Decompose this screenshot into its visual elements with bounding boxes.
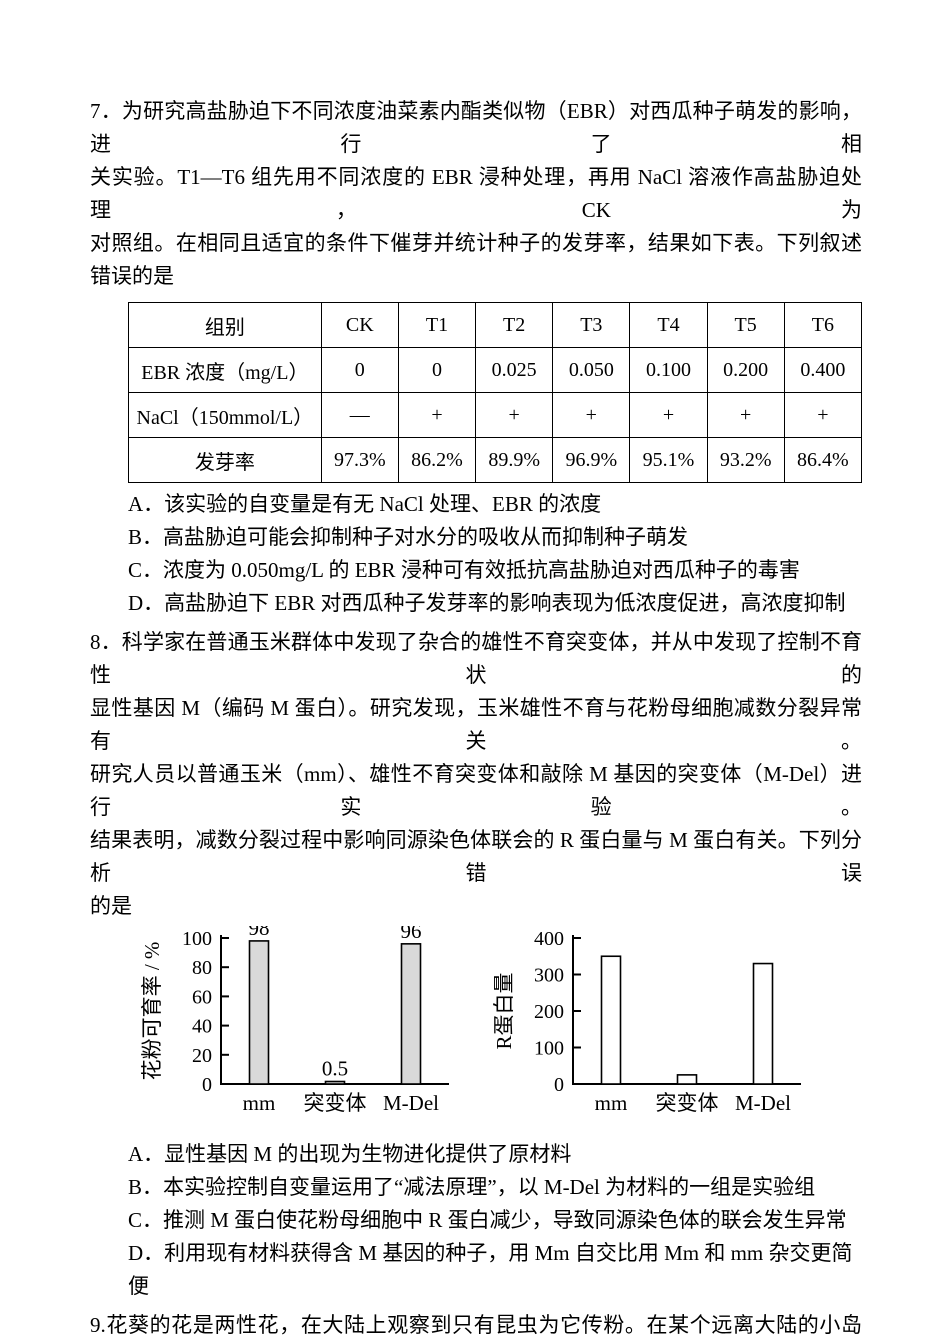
answer-option: B．高盐胁迫可能会抑制种子对水分的吸收从而抑制种子萌发 — [128, 525, 689, 549]
table-cell: 97.3% — [320, 437, 399, 483]
bar — [752, 962, 774, 1085]
y-tick-label: 40 — [192, 1016, 212, 1038]
text-line: 9.花葵的花是两性花，在大陆上观察到只有昆虫为它传粉。在某个远离大陆的小岛上，研… — [90, 1313, 862, 1337]
table-cell: 0.400 — [783, 347, 863, 393]
text-line: 7．为研究高盐胁迫下不同浓度油菜素内酯类似物（EBR）对西瓜种子萌发的影响，进行… — [90, 99, 862, 156]
table-cell: T2 — [475, 302, 554, 348]
table-row: 发芽率 97.3% 86.2% 89.9% 96.9% 95.1% 93.2% 86.4% — [128, 437, 863, 483]
table-cell: + — [783, 392, 863, 438]
answer-option: A．显性基因 M 的出现为生物进化提供了原材料 — [128, 1142, 572, 1166]
q8-figure: 0 20 40 60 80 100 花粉可育率 / % 98 mm 0.5 突变体 96 M-Del 0… — [90, 916, 862, 1133]
q7-options: A．该实验的自变量是有无 NaCl 处理、EBR 的浓度 B．高盐胁迫可能会抑制种… — [90, 488, 862, 620]
text-line: 8．科学家在普通玉米群体中发现了杂合的雄性不育突变体，并从中发现了控制不育性状的 — [90, 630, 862, 687]
table-cell: 组别 — [128, 302, 322, 348]
bar — [248, 940, 270, 1085]
x-category-label: M-Del — [383, 1091, 439, 1115]
table-cell: + — [552, 392, 631, 438]
x-category-label: 突变体 — [304, 1091, 367, 1115]
table-cell: T5 — [706, 302, 785, 348]
text-line: 对照组。在相同且适宜的条件下催芽并统计种子的发芽率，结果如下表。下列叙述错误的是 — [90, 231, 862, 288]
question-9: 9.花葵的花是两性花，在大陆上观察到只有昆虫为它传粉。在某个远离大陆的小岛上，研… — [90, 1309, 862, 1343]
table-cell: 96.9% — [552, 437, 631, 483]
x-category-label: 突变体 — [656, 1091, 719, 1115]
table-cell: + — [706, 392, 785, 438]
table-cell: NaCl（150mmol/L） — [128, 392, 322, 438]
question-8: 8．科学家在普通玉米群体中发现了杂合的雄性不育突变体，并从中发现了控制不育性状的… — [90, 626, 862, 1303]
bar-chart-svg: 0 20 40 60 80 100 花粉可育率 / % 98 mm 0.5 突变体 96 M-Del — [140, 916, 449, 1115]
q9-stem: 9.花葵的花是两性花，在大陆上观察到只有昆虫为它传粉。在某个远离大陆的小岛上，研… — [90, 1309, 862, 1343]
answer-option: D．高盐胁迫下 EBR 对西瓜种子发芽率的影响表现为低浓度促进，高浓度抑制 — [128, 591, 846, 615]
answer-option: B．本实验控制自变量运用了“减法原理”，以 M-Del 为材料的一组是实验组 — [128, 1175, 816, 1199]
table-cell: 发芽率 — [128, 437, 322, 483]
table-cell: T6 — [783, 302, 863, 348]
bar — [324, 1080, 346, 1085]
table-cell: 0.200 — [706, 347, 785, 393]
bar-value-label: 96 — [401, 926, 422, 943]
bar-value-label: 98 — [249, 926, 270, 940]
table-cell: 0.025 — [475, 347, 554, 393]
table-cell: EBR 浓度（mg/L） — [128, 347, 322, 393]
table-cell: + — [629, 392, 708, 438]
answer-option: C．推测 M 蛋白使花粉母细胞中 R 蛋白减少，导致同源染色体的联会发生异常 — [128, 1208, 847, 1232]
text-line: 的是 — [90, 894, 132, 918]
y-tick-label: 20 — [192, 1045, 212, 1067]
answer-option: C．浓度为 0.050mg/L 的 EBR 浸种可有效抵抗高盐胁迫对西瓜种子的毒… — [128, 558, 800, 582]
y-tick-label: 60 — [192, 986, 212, 1008]
table-cell: T4 — [629, 302, 708, 348]
table-cell: 0 — [397, 347, 477, 393]
q8-stem: 8．科学家在普通玉米群体中发现了杂合的雄性不育突变体，并从中发现了控制不育性状的… — [90, 626, 862, 923]
table-cell: CK — [320, 302, 399, 348]
table-cell: 86.2% — [397, 437, 477, 483]
y-tick-label: 0 — [554, 1074, 564, 1096]
q7-results-table: 组别 CK T1 T2 T3 T4 T5 T6 EBR 浓度（mg/L） 0 0 0.025 0.050… — [128, 302, 863, 483]
bar — [400, 943, 422, 1085]
text-line: 结果表明，减数分裂过程中影响同源染色体联会的 R 蛋白量与 M 蛋白有关。下列分… — [90, 828, 862, 885]
table-cell: + — [475, 392, 554, 438]
y-tick-label: 80 — [192, 957, 212, 979]
y-tick-label: 100 — [534, 1038, 564, 1060]
table-cell: 0.050 — [552, 347, 631, 393]
y-tick-label: 400 — [534, 928, 564, 950]
y-tick-label: 300 — [534, 965, 564, 987]
x-category-label: mm — [595, 1091, 628, 1115]
q8-options: A．显性基因 M 的出现为生物进化提供了原材料 B．本实验控制自变量运用了“减法原… — [90, 1138, 862, 1303]
table-cell: + — [397, 392, 477, 438]
bar — [600, 955, 622, 1085]
table-cell: — — [320, 392, 399, 438]
text-line: 关实验。T1—T6 组先用不同浓度的 EBR 浸种处理，再用 NaCl 溶液作高… — [90, 165, 862, 222]
table-cell: 89.9% — [475, 437, 554, 483]
q7-stem: 7．为研究高盐胁迫下不同浓度油菜素内酯类似物（EBR）对西瓜种子萌发的影响，进行… — [90, 95, 862, 293]
y-axis-label: R蛋白量 — [492, 972, 516, 1049]
r-protein-bar-chart: 0 100 200 300 400 R蛋白量 mm 突变体 M-Del — [491, 926, 813, 1133]
table-row: NaCl（150mmol/L） — + + + + + + — [128, 392, 863, 438]
text-line: 研究人员以普通玉米（mm）、雄性不育突变体和敲除 M 基因的突变体（M-Del）… — [90, 762, 862, 819]
table-cell: T1 — [397, 302, 477, 348]
answer-option: D．利用现有材料获得含 M 基因的种子，用 Mm 自交比用 Mm 和 mm 杂交… — [128, 1241, 853, 1298]
y-tick-label: 100 — [182, 928, 212, 950]
y-axis-label: 花粉可育率 / % — [140, 942, 164, 1081]
bar-chart-svg: 0 100 200 300 400 R蛋白量 mm 突变体 M-Del — [492, 928, 801, 1115]
y-tick-label: 200 — [534, 1001, 564, 1023]
y-tick-label: 0 — [202, 1074, 212, 1096]
table-cell: 0 — [320, 347, 399, 393]
table-cell: 86.4% — [783, 437, 863, 483]
table-cell: 95.1% — [629, 437, 708, 483]
table-cell: 0.100 — [629, 347, 708, 393]
text-line: 显性基因 M（编码 M 蛋白）。研究发现，玉米雄性不育与花粉母细胞减数分裂异常有… — [90, 696, 862, 753]
bar-value-label: 0.5 — [322, 1057, 348, 1081]
table-cell: 93.2% — [706, 437, 785, 483]
question-7: 7．为研究高盐胁迫下不同浓度油菜素内酯类似物（EBR）对西瓜种子萌发的影响，进行… — [90, 95, 863, 620]
answer-option: A．该实验的自变量是有无 NaCl 处理、EBR 的浓度 — [128, 492, 602, 516]
table-cell: T3 — [552, 302, 631, 348]
pollen-fertility-bar-chart: 0 20 40 60 80 100 花粉可育率 / % 98 mm 0.5 突变体 96 M-Del — [139, 916, 461, 1133]
x-category-label: mm — [243, 1091, 276, 1115]
table-row: EBR 浓度（mg/L） 0 0 0.025 0.050 0.100 0.200 0.400 — [128, 347, 863, 393]
table-row: 组别 CK T1 T2 T3 T4 T5 T6 — [128, 302, 863, 348]
bar — [676, 1074, 698, 1085]
x-category-label: M-Del — [735, 1091, 791, 1115]
